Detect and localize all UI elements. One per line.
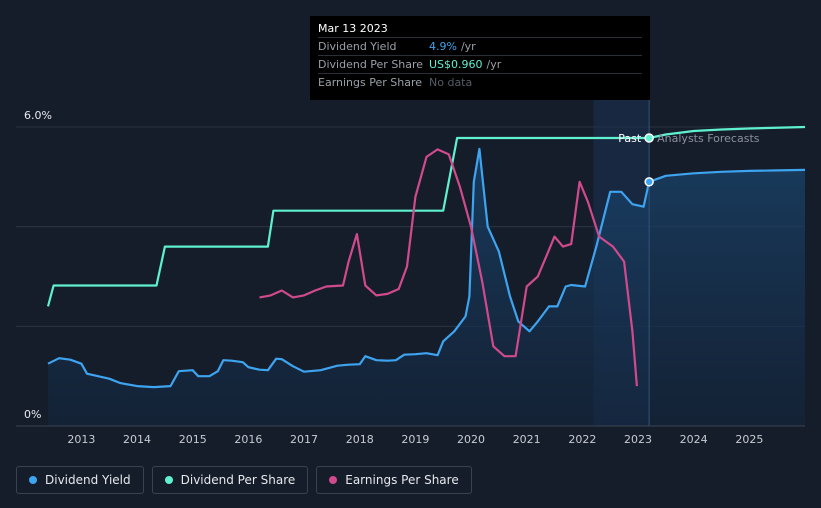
- dividend-per-share-line: [46, 125, 806, 307]
- x-tick-label: 2021: [513, 433, 541, 446]
- x-axis-ticks: 2013 2014 2015 2016 2017 2018 2019 2020 2021 2022…: [67, 433, 763, 446]
- dividend-yield-line: [47, 147, 806, 389]
- legend: Dividend Yield Dividend Per Share Earnin…: [16, 466, 472, 494]
- legend-label: Earnings Per Share: [345, 473, 459, 487]
- legend-item-dividend-yield[interactable]: Dividend Yield: [16, 466, 144, 494]
- y-tick-bottom: 0%: [24, 408, 41, 421]
- tooltip-label: Dividend Per Share: [318, 58, 424, 71]
- x-tick-label: 2015: [179, 433, 207, 446]
- dividend-yield-dot-icon: [29, 476, 37, 484]
- dividend-per-share-marker: [644, 133, 654, 143]
- x-tick-label: 2014: [123, 433, 151, 446]
- x-tick-label: 2025: [735, 433, 763, 446]
- x-tick-label: 2018: [346, 433, 374, 446]
- earnings-per-share-line: [259, 148, 638, 387]
- tooltip-date: Mar 13 2023: [318, 22, 388, 35]
- x-tick-label: 2016: [234, 433, 262, 446]
- legend-label: Dividend Yield: [45, 473, 131, 487]
- legend-item-dividend-per-share[interactable]: Dividend Per Share: [151, 466, 309, 494]
- tooltip-value: US$0.960: [429, 58, 483, 71]
- y-tick-top: 6.0%: [24, 109, 52, 122]
- tooltip-row-earnings-per-share: Earnings Per Share No data: [318, 73, 642, 91]
- tooltip: Mar 13 2023 Dividend Yield 4.9% /yr Divi…: [310, 16, 650, 100]
- x-tick-label: 2024: [680, 433, 708, 446]
- x-tick-label: 2013: [67, 433, 95, 446]
- earnings-per-share-dot-icon: [329, 476, 338, 484]
- x-tick-label: 2023: [624, 433, 652, 446]
- tooltip-value: 4.9%: [429, 40, 457, 53]
- x-tick-label: 2019: [401, 433, 429, 446]
- tooltip-value: No data: [429, 76, 473, 89]
- dividend-per-share-dot-icon: [164, 476, 173, 484]
- tooltip-unit: /yr: [460, 40, 476, 53]
- tooltip-unit: /yr: [486, 58, 502, 71]
- legend-label: Dividend Per Share: [180, 473, 296, 487]
- tooltip-row-dividend-yield: Dividend Yield 4.9% /yr: [318, 37, 642, 55]
- dividend-yield-marker: [644, 177, 654, 187]
- x-tick-label: 2017: [290, 433, 318, 446]
- dividend-yield-area: [48, 148, 805, 426]
- analysts-forecasts-label: Analysts Forecasts: [657, 132, 760, 145]
- x-tick-label: 2022: [568, 433, 596, 446]
- x-tick-label: 2020: [457, 433, 485, 446]
- tooltip-label: Dividend Yield: [318, 40, 397, 53]
- tooltip-row-dividend-per-share: Dividend Per Share US$0.960 /yr: [318, 55, 642, 73]
- tooltip-label: Earnings Per Share: [318, 76, 423, 89]
- past-label: Past: [618, 132, 642, 145]
- legend-item-earnings-per-share[interactable]: Earnings Per Share: [316, 466, 472, 494]
